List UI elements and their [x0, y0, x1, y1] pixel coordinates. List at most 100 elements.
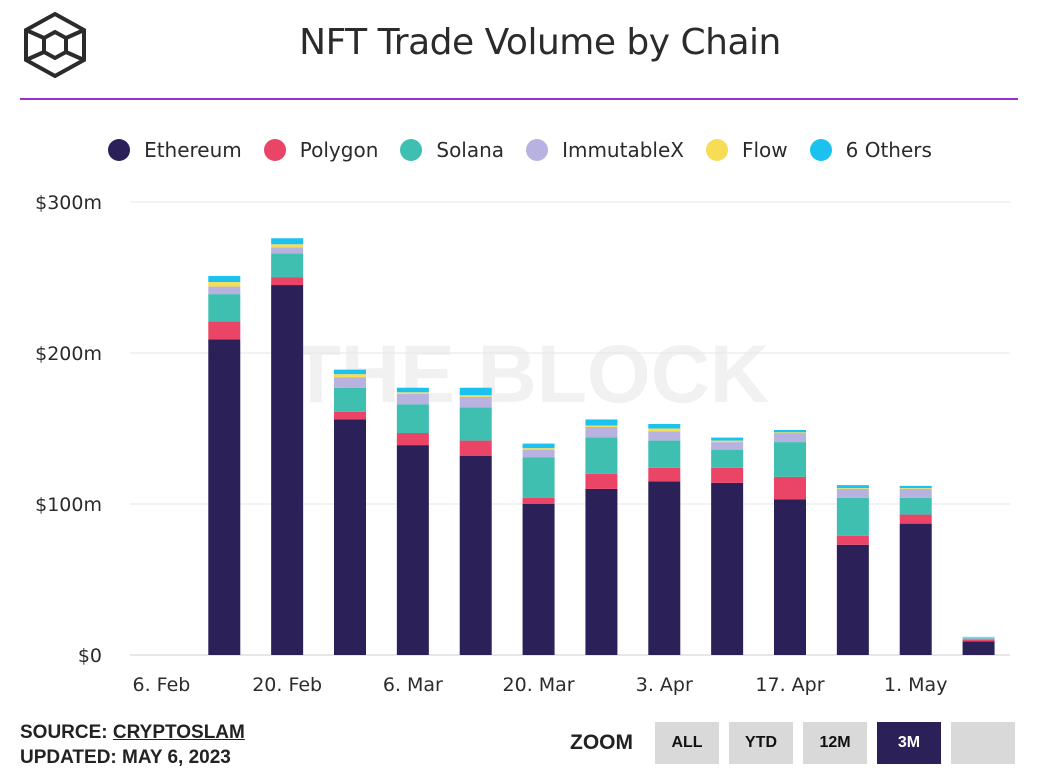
bar-segment-immutablex[interactable]	[711, 442, 744, 450]
bar-segment-polygon[interactable]	[836, 535, 869, 545]
bar-segment-polygon[interactable]	[208, 321, 241, 340]
bar-segment-polygon[interactable]	[962, 639, 995, 642]
legend-label: Ethereum	[144, 138, 242, 162]
legend-label: ImmutableX	[562, 138, 684, 162]
bar-segment-6-others[interactable]	[396, 387, 429, 393]
bar-segment-flow[interactable]	[208, 282, 241, 287]
bar-segment-solana[interactable]	[648, 440, 681, 468]
bar-segment-polygon[interactable]	[459, 440, 492, 456]
bar-segment-polygon[interactable]	[522, 497, 555, 504]
bar-segment-solana[interactable]	[208, 294, 241, 322]
bar-segment-solana[interactable]	[711, 449, 744, 468]
bar-segment-polygon[interactable]	[899, 514, 932, 524]
bar-segment-solana[interactable]	[334, 387, 366, 412]
bar-segment-solana[interactable]	[899, 497, 932, 515]
bar-segment-polygon[interactable]	[648, 467, 681, 482]
bar-segment-flow[interactable]	[962, 637, 995, 638]
chart-footer: SOURCE: CRYPTOSLAM UPDATED: MAY 6, 2023	[20, 720, 245, 770]
bar-segment-solana[interactable]	[459, 407, 492, 441]
bar-segment-solana[interactable]	[271, 253, 304, 278]
bar-segment-6-others[interactable]	[271, 238, 304, 245]
zoom-12m-button[interactable]: 12M	[803, 722, 867, 764]
title-divider	[20, 98, 1018, 100]
zoom-controls: ZOOM ALL YTD 12M 3M	[570, 722, 1025, 764]
bar-segment-flow[interactable]	[396, 392, 429, 394]
bar-segment-immutablex[interactable]	[271, 247, 304, 254]
bar-segment-6-others[interactable]	[962, 636, 995, 638]
bar-segment-polygon[interactable]	[711, 467, 744, 483]
bar-segment-ethereum[interactable]	[522, 504, 555, 655]
legend-item-solana[interactable]: Solana	[400, 138, 504, 162]
bar-segment-flow[interactable]	[334, 374, 366, 378]
legend-item-others[interactable]: 6 Others	[809, 138, 932, 162]
bar-segment-ethereum[interactable]	[711, 482, 744, 655]
bar-segment-flow[interactable]	[648, 428, 681, 432]
bar-segment-6-others[interactable]	[459, 387, 492, 396]
bar-segment-immutablex[interactable]	[334, 377, 366, 388]
bar-segment-immutablex[interactable]	[962, 637, 995, 639]
bar-segment-flow[interactable]	[459, 395, 492, 397]
bar-segment-6-others[interactable]	[774, 430, 806, 433]
legend-item-immutablex[interactable]: ImmutableX	[526, 138, 684, 162]
bar-segment-6-others[interactable]	[208, 275, 241, 283]
zoom-ytd-button[interactable]: YTD	[729, 722, 793, 764]
legend-label: Polygon	[299, 138, 379, 162]
zoom-extra-button[interactable]	[951, 722, 1015, 764]
bar-segment-ethereum[interactable]	[459, 455, 492, 655]
bar-segment-solana[interactable]	[774, 442, 806, 477]
bar-segment-6-others[interactable]	[648, 423, 681, 429]
bar-segment-immutablex[interactable]	[208, 286, 241, 295]
bar-segment-polygon[interactable]	[334, 411, 366, 420]
bar-segment-immutablex[interactable]	[836, 488, 869, 498]
bar-segment-ethereum[interactable]	[899, 523, 932, 655]
bar-segment-ethereum[interactable]	[836, 544, 869, 655]
bar-segment-6-others[interactable]	[334, 369, 366, 375]
bar-segment-ethereum[interactable]	[271, 285, 304, 655]
bar-segment-6-others[interactable]	[711, 437, 744, 441]
bar-segment-immutablex[interactable]	[396, 393, 429, 405]
bar-segment-ethereum[interactable]	[585, 488, 618, 655]
bar-segment-6-others[interactable]	[585, 419, 618, 426]
bar-segment-solana[interactable]	[585, 437, 618, 474]
source-link[interactable]: CRYPTOSLAM	[112, 722, 245, 743]
bar-segment-flow[interactable]	[585, 425, 618, 427]
legend-item-flow[interactable]: Flow	[705, 138, 788, 162]
bar-segment-solana[interactable]	[962, 638, 995, 640]
bar-segment-immutablex[interactable]	[459, 396, 492, 408]
bar-segment-flow[interactable]	[899, 488, 932, 489]
zoom-all-button[interactable]: ALL	[655, 722, 719, 764]
bar-segment-6-others[interactable]	[522, 443, 555, 449]
bar-segment-polygon[interactable]	[271, 277, 304, 286]
bar-segment-flow[interactable]	[774, 432, 806, 434]
the-block-logo	[24, 11, 86, 78]
bar-segment-ethereum[interactable]	[962, 641, 995, 655]
x-tick-label: 6. Feb	[133, 674, 191, 696]
bar-segment-flow[interactable]	[836, 488, 869, 489]
bar-segment-solana[interactable]	[836, 497, 869, 536]
bar-segment-immutablex[interactable]	[522, 449, 555, 458]
bar-segment-solana[interactable]	[522, 457, 555, 498]
bar-segment-immutablex[interactable]	[899, 488, 932, 498]
bar-segment-ethereum[interactable]	[396, 445, 429, 655]
source-line: SOURCE: CRYPTOSLAM	[20, 720, 245, 745]
bar-segment-immutablex[interactable]	[585, 426, 618, 438]
legend-item-polygon[interactable]: Polygon	[263, 138, 379, 162]
bar-segment-ethereum[interactable]	[208, 339, 241, 655]
bar-segment-flow[interactable]	[522, 448, 555, 450]
bar-segment-polygon[interactable]	[774, 476, 806, 500]
bar-segment-ethereum[interactable]	[334, 419, 366, 655]
bar-segment-immutablex[interactable]	[774, 433, 806, 443]
zoom-3m-button[interactable]: 3M	[877, 722, 941, 764]
y-tick-label: $100m	[35, 494, 102, 516]
bar-segment-polygon[interactable]	[585, 473, 618, 489]
bar-segment-flow[interactable]	[711, 440, 744, 443]
bar-segment-solana[interactable]	[396, 404, 429, 434]
bar-segment-ethereum[interactable]	[774, 499, 806, 655]
bar-segment-6-others[interactable]	[836, 485, 869, 489]
bar-segment-polygon[interactable]	[396, 433, 429, 446]
bar-segment-flow[interactable]	[271, 244, 304, 248]
bar-segment-immutablex[interactable]	[648, 431, 681, 441]
legend-item-ethereum[interactable]: Ethereum	[108, 138, 242, 162]
bar-segment-6-others[interactable]	[899, 485, 932, 489]
bar-segment-ethereum[interactable]	[648, 481, 681, 655]
